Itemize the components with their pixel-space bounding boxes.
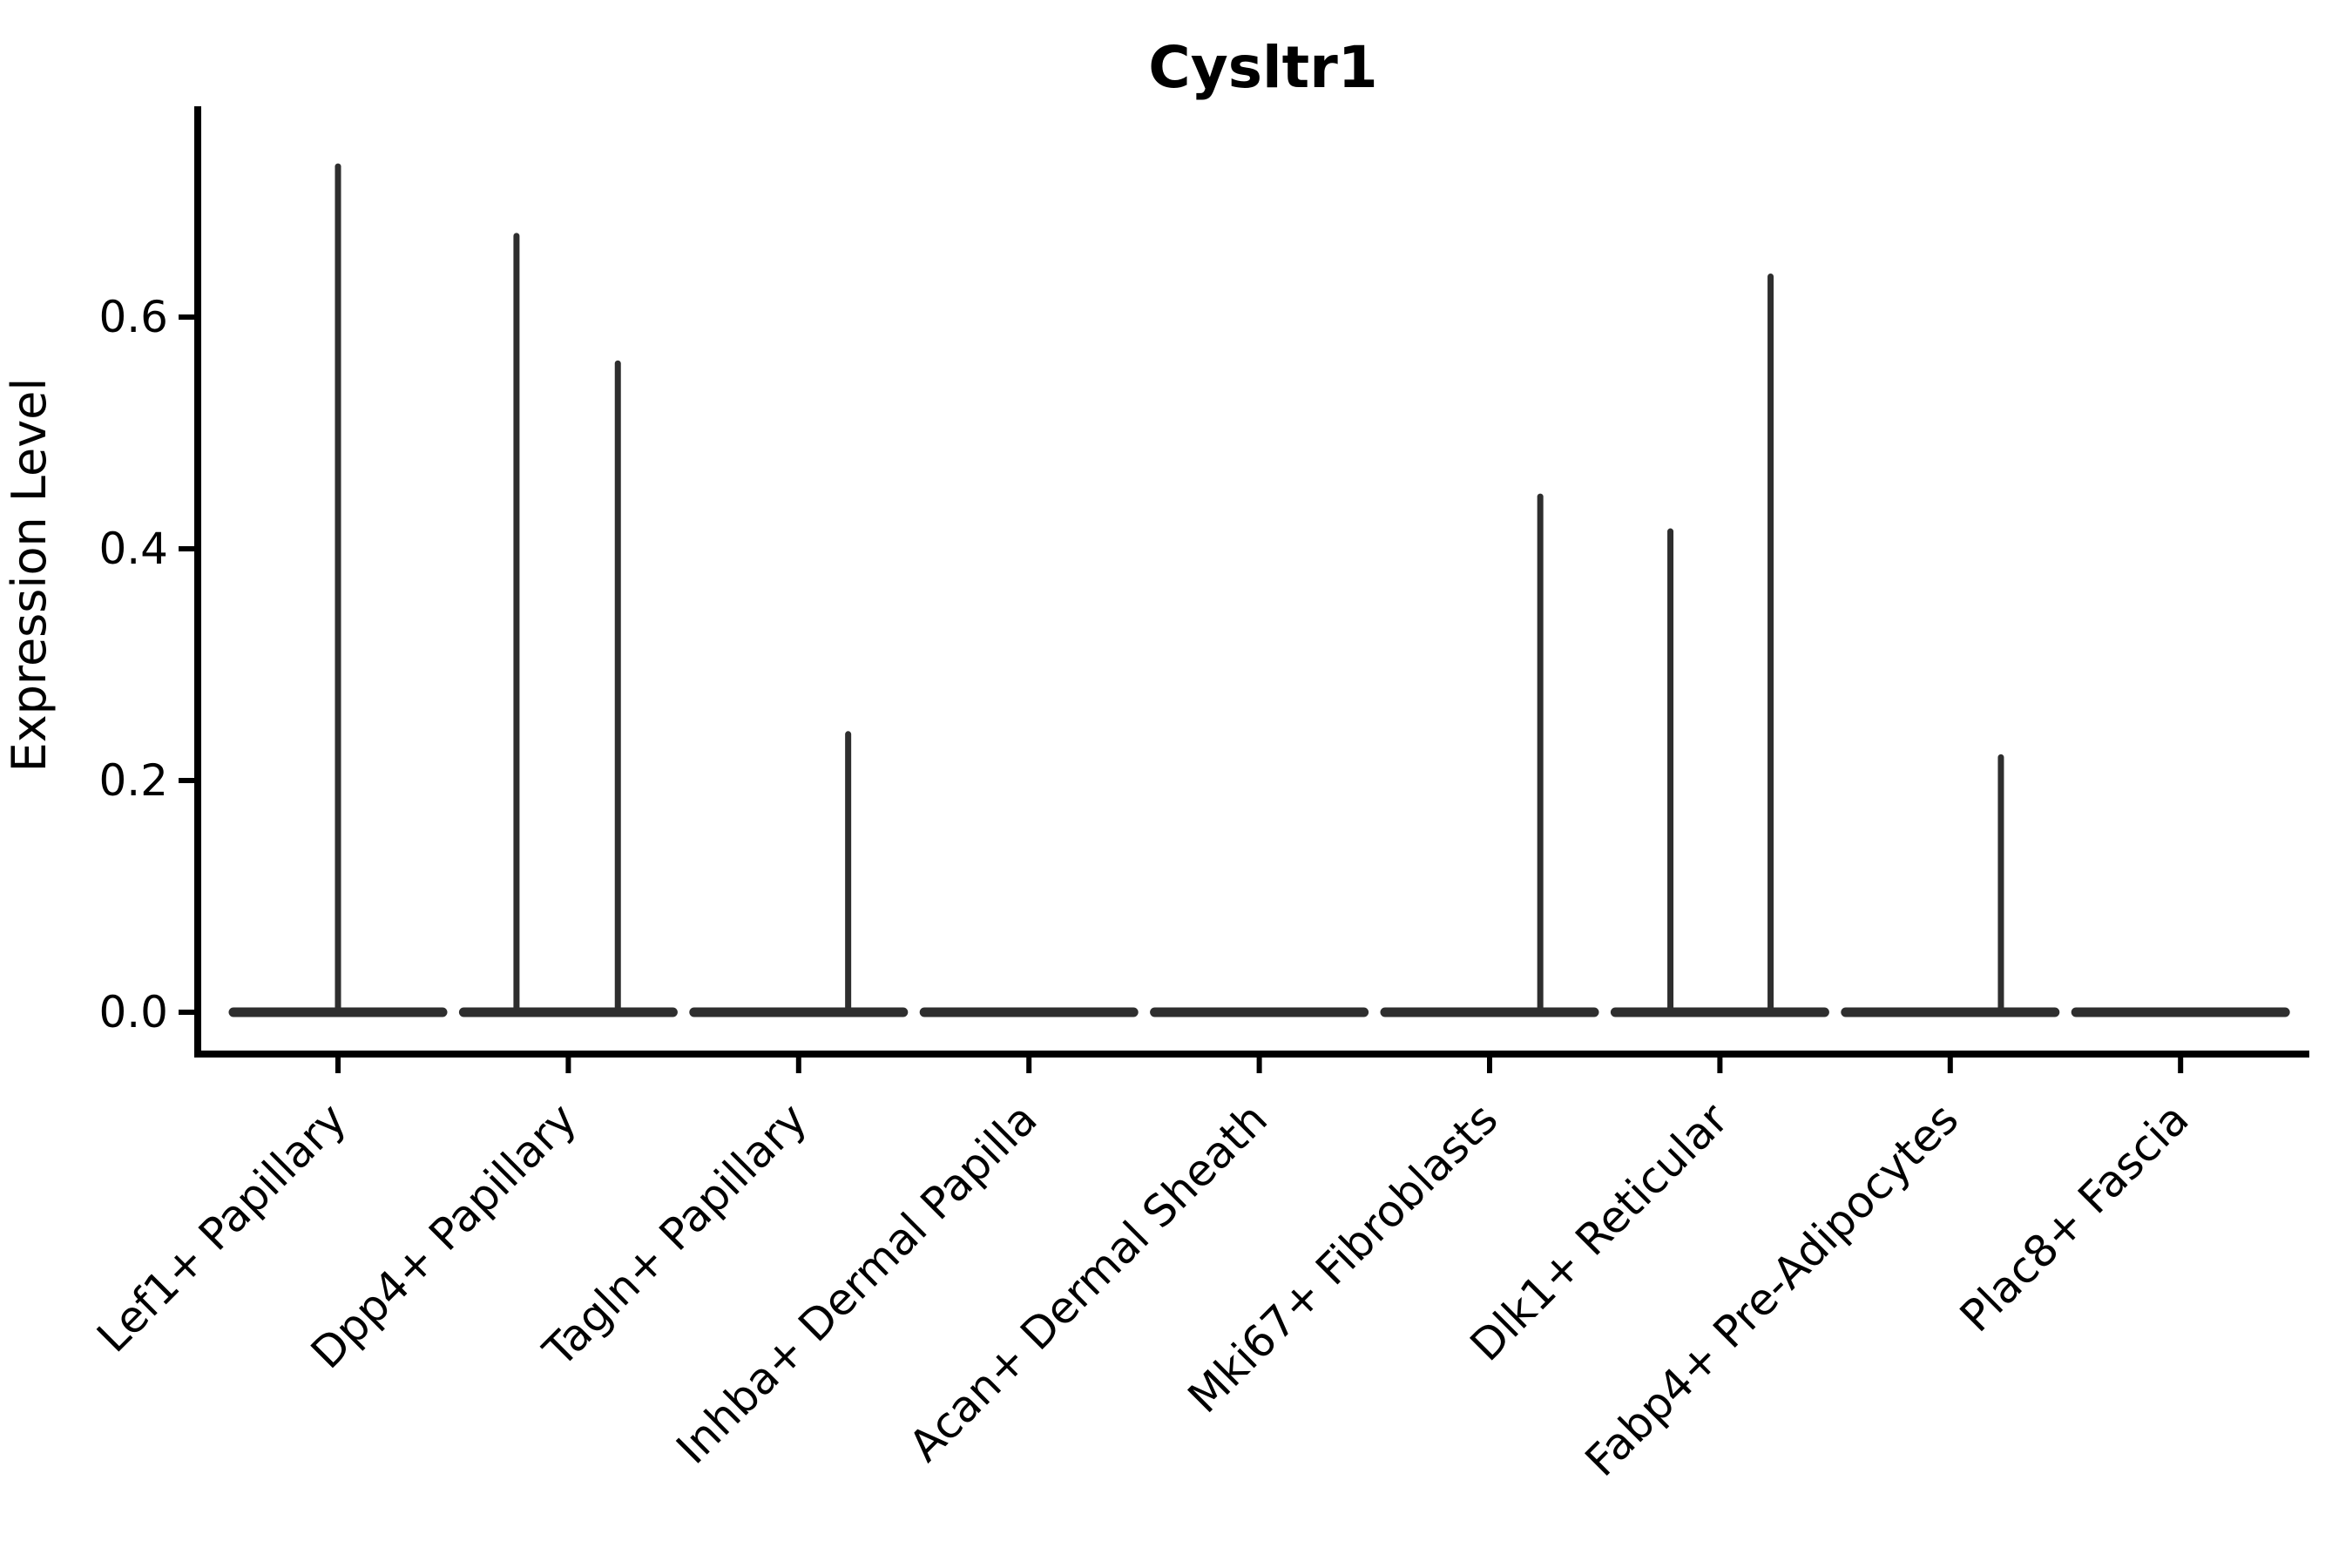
y-tick-label: 0.4 [98,524,168,574]
x-tick-label: Fabp4+ Pre-Adipocytes [1576,1093,1969,1486]
chart-title: Cysltr1 [1148,34,1377,101]
y-tick-label: 0.2 [98,755,168,806]
y-axis-label: Expression Level [2,378,57,773]
x-tick-label: Lef1+ Papillary [87,1093,355,1362]
x-tick-label: Plac8+ Fascia [1950,1093,2199,1342]
y-tick-label: 0.0 [98,987,168,1037]
y-tick-label: 0.6 [98,292,168,342]
